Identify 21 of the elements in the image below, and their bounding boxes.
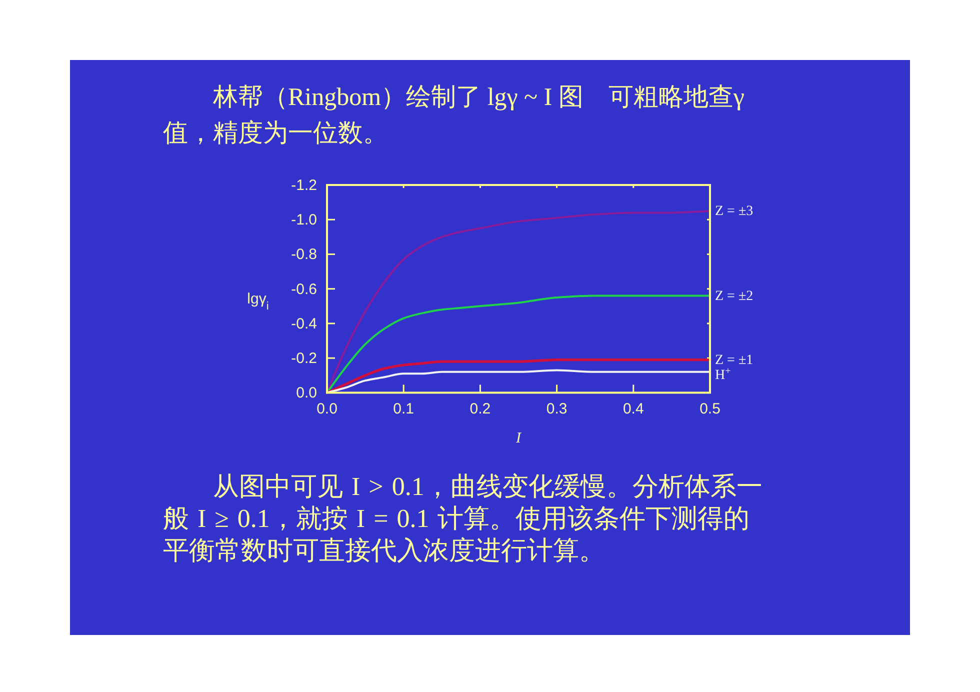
x-tick-label: 0.0 <box>316 400 338 418</box>
x-tick-label: 0.4 <box>622 400 644 418</box>
y-tick-label: -1.0 <box>291 212 317 229</box>
y-tick-label: 0.0 <box>296 384 317 402</box>
series-label: Z = ±3 <box>715 204 754 219</box>
series-label: Z = ±1 <box>715 352 754 368</box>
chart-title: 林帮（Ringbom）绘制了 lgγ ~ I 图 可粗略地查γ值，精度为一位数。 <box>163 83 746 149</box>
series-label: H$^{+}$ <box>715 365 732 383</box>
y-tick-label: -1.2 <box>291 177 317 194</box>
y-axis-title: lgγ$_{i}$ <box>247 290 269 312</box>
text: 从图中可见 I > 0.1，曲线变化缓慢。分析体系一般 I ≥ 0.1，就按 I = 0.1 计算。使用该条件下测得的平衡常数时可直接代入浓度进行计算。 <box>163 471 764 567</box>
y-tick-label: -0.4 <box>291 315 317 332</box>
x-axis-title: I <box>515 430 522 447</box>
x-tick-label: 0.3 <box>546 400 568 418</box>
y-tick-label: -0.6 <box>291 280 317 298</box>
series-label: Z = ±2 <box>715 288 754 304</box>
x-tick-label: 0.5 <box>700 400 720 418</box>
x-tick-label: 0.2 <box>470 400 491 418</box>
y-tick-label: -0.8 <box>291 246 317 264</box>
y-tick-label: -0.2 <box>291 350 317 368</box>
x-tick-label: 0.1 <box>393 400 414 418</box>
